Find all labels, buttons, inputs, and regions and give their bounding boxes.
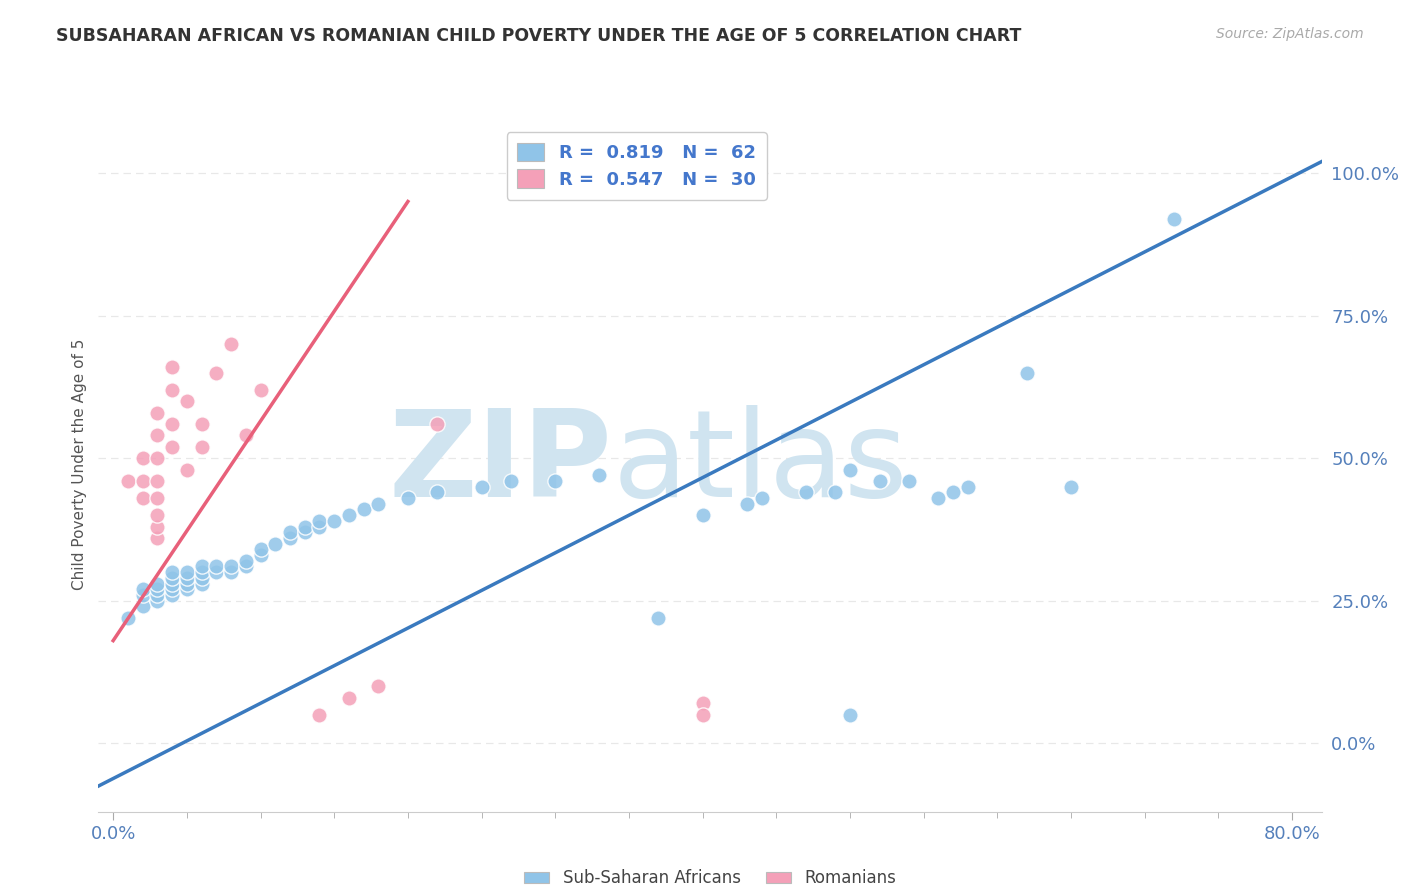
Point bbox=[146, 405, 169, 419]
Point bbox=[308, 514, 330, 528]
Point bbox=[735, 497, 758, 511]
Text: SUBSAHARAN AFRICAN VS ROMANIAN CHILD POVERTY UNDER THE AGE OF 5 CORRELATION CHAR: SUBSAHARAN AFRICAN VS ROMANIAN CHILD POV… bbox=[56, 27, 1022, 45]
Point bbox=[219, 559, 242, 574]
Point bbox=[308, 707, 330, 722]
Legend: Sub-Saharan Africans, Romanians: Sub-Saharan Africans, Romanians bbox=[517, 863, 903, 892]
Point bbox=[692, 508, 714, 523]
Point bbox=[160, 565, 183, 579]
Point bbox=[160, 440, 183, 454]
Point bbox=[190, 559, 212, 574]
Point bbox=[117, 474, 139, 488]
Point bbox=[249, 383, 271, 397]
Point bbox=[1015, 366, 1038, 380]
Point bbox=[956, 480, 979, 494]
Point bbox=[131, 582, 153, 597]
Point bbox=[869, 474, 891, 488]
Point bbox=[131, 599, 153, 614]
Point bbox=[190, 417, 212, 431]
Point bbox=[824, 485, 846, 500]
Point bbox=[751, 491, 773, 505]
Point bbox=[146, 508, 169, 523]
Point bbox=[146, 531, 169, 545]
Point bbox=[205, 565, 228, 579]
Point bbox=[353, 502, 375, 516]
Point bbox=[176, 394, 198, 409]
Point bbox=[544, 474, 567, 488]
Point bbox=[367, 497, 389, 511]
Point bbox=[249, 542, 271, 557]
Point bbox=[942, 485, 965, 500]
Point bbox=[1060, 480, 1083, 494]
Point bbox=[205, 366, 228, 380]
Point bbox=[839, 462, 862, 476]
Point bbox=[337, 690, 360, 705]
Point bbox=[160, 383, 183, 397]
Point bbox=[294, 525, 316, 540]
Point bbox=[146, 582, 169, 597]
Point bbox=[264, 537, 287, 551]
Point bbox=[176, 565, 198, 579]
Text: Source: ZipAtlas.com: Source: ZipAtlas.com bbox=[1216, 27, 1364, 41]
Point bbox=[146, 428, 169, 442]
Point bbox=[426, 417, 449, 431]
Text: atlas: atlas bbox=[612, 405, 908, 523]
Point bbox=[190, 565, 212, 579]
Point bbox=[278, 531, 301, 545]
Point bbox=[323, 514, 346, 528]
Point bbox=[426, 485, 449, 500]
Point bbox=[160, 417, 183, 431]
Point bbox=[794, 485, 817, 500]
Point bbox=[176, 571, 198, 585]
Point bbox=[160, 588, 183, 602]
Point bbox=[146, 593, 169, 607]
Point bbox=[647, 611, 669, 625]
Point bbox=[588, 468, 610, 483]
Point bbox=[471, 480, 494, 494]
Point bbox=[146, 576, 169, 591]
Point bbox=[396, 491, 419, 505]
Point bbox=[131, 491, 153, 505]
Point bbox=[146, 491, 169, 505]
Point bbox=[219, 337, 242, 351]
Point bbox=[235, 559, 257, 574]
Point bbox=[146, 519, 169, 533]
Point bbox=[160, 582, 183, 597]
Text: ZIP: ZIP bbox=[388, 405, 612, 523]
Point bbox=[337, 508, 360, 523]
Point bbox=[131, 474, 153, 488]
Point bbox=[235, 554, 257, 568]
Point bbox=[160, 359, 183, 374]
Point bbox=[146, 451, 169, 466]
Point bbox=[160, 576, 183, 591]
Y-axis label: Child Poverty Under the Age of 5: Child Poverty Under the Age of 5 bbox=[72, 338, 87, 590]
Point bbox=[205, 559, 228, 574]
Point bbox=[278, 525, 301, 540]
Point bbox=[146, 588, 169, 602]
Point bbox=[249, 548, 271, 562]
Point bbox=[235, 428, 257, 442]
Point bbox=[146, 474, 169, 488]
Point bbox=[131, 451, 153, 466]
Point bbox=[176, 462, 198, 476]
Point bbox=[1163, 211, 1185, 226]
Point bbox=[117, 611, 139, 625]
Point bbox=[176, 582, 198, 597]
Point bbox=[308, 519, 330, 533]
Point bbox=[294, 519, 316, 533]
Point bbox=[499, 474, 522, 488]
Point bbox=[367, 679, 389, 693]
Point bbox=[219, 565, 242, 579]
Point bbox=[839, 707, 862, 722]
Point bbox=[898, 474, 921, 488]
Point bbox=[190, 571, 212, 585]
Point bbox=[190, 576, 212, 591]
Point bbox=[131, 588, 153, 602]
Point bbox=[692, 707, 714, 722]
Point bbox=[692, 697, 714, 711]
Point bbox=[160, 571, 183, 585]
Point bbox=[176, 576, 198, 591]
Point bbox=[190, 440, 212, 454]
Point bbox=[927, 491, 949, 505]
